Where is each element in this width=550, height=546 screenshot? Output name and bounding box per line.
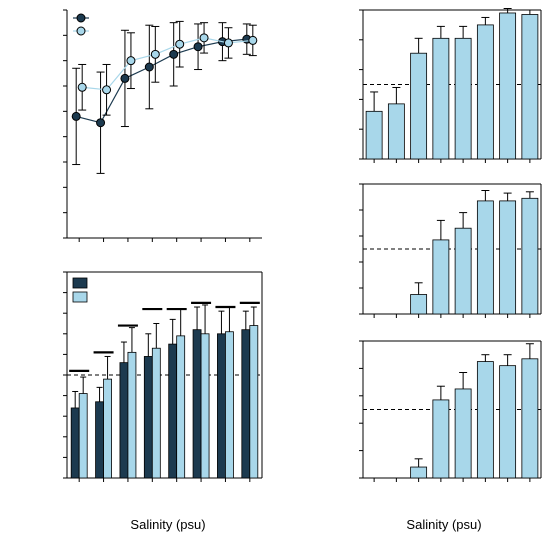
legend-marker: [76, 13, 86, 23]
data-point-esw: [223, 38, 233, 48]
bar: [499, 365, 517, 479]
legend-marker: [76, 26, 86, 36]
bar-fsw: [70, 407, 80, 479]
bar-fsw: [119, 362, 129, 479]
bar: [476, 200, 494, 315]
data-point-fsw: [144, 62, 154, 72]
bar-fsw: [95, 401, 104, 479]
panel-b-sperm-motility: [63, 271, 263, 482]
bar-esw: [127, 351, 137, 479]
bar: [476, 361, 494, 479]
bar-fsw: [217, 333, 226, 479]
bar: [521, 358, 539, 479]
data-point-esw: [102, 85, 112, 95]
bar: [499, 200, 517, 315]
legend-swatch: [72, 291, 88, 303]
bar: [432, 399, 450, 479]
bar-esw: [103, 378, 112, 479]
bar: [410, 52, 428, 160]
bar: [454, 388, 472, 479]
bar-fsw: [143, 356, 153, 479]
bar: [365, 110, 383, 160]
bar-fsw: [168, 343, 178, 479]
bar-esw: [249, 325, 259, 479]
data-point-fsw: [169, 49, 179, 59]
data-point-fsw: [71, 111, 81, 121]
bar: [410, 466, 428, 479]
data-point-fsw: [193, 42, 203, 52]
data-point-fsw: [120, 73, 130, 83]
bar: [454, 227, 472, 315]
bar: [476, 24, 494, 160]
bar: [387, 103, 405, 160]
bar: [410, 294, 428, 315]
bar-esw: [176, 335, 186, 479]
bar-esw: [200, 333, 210, 479]
x-axis-label-left: Salinity (psu): [130, 517, 205, 532]
data-point-esw: [77, 82, 87, 92]
bar: [432, 37, 450, 160]
data-point-esw: [248, 35, 258, 45]
bar: [499, 12, 517, 160]
bar: [521, 197, 539, 315]
data-point-fsw: [96, 118, 106, 128]
bar-esw: [225, 331, 234, 479]
panel-a-sperm-speed: [63, 9, 262, 242]
data-point-esw: [175, 39, 185, 49]
bar-fsw: [192, 329, 202, 479]
panel-d-cleavage: [359, 183, 542, 318]
bar: [521, 14, 539, 160]
panel-e-gastrulation: [359, 340, 542, 482]
data-point-esw: [126, 56, 136, 66]
data-point-esw: [199, 33, 209, 43]
bar-esw: [78, 393, 88, 479]
bar-esw: [151, 347, 161, 479]
x-axis-label-right: Salinity (psu): [406, 517, 481, 532]
panel-c-fertilization: [359, 8, 542, 163]
legend-swatch: [72, 277, 88, 289]
bar: [432, 239, 450, 315]
data-point-esw: [150, 49, 160, 59]
bar-fsw: [241, 329, 251, 479]
bar: [454, 37, 472, 160]
